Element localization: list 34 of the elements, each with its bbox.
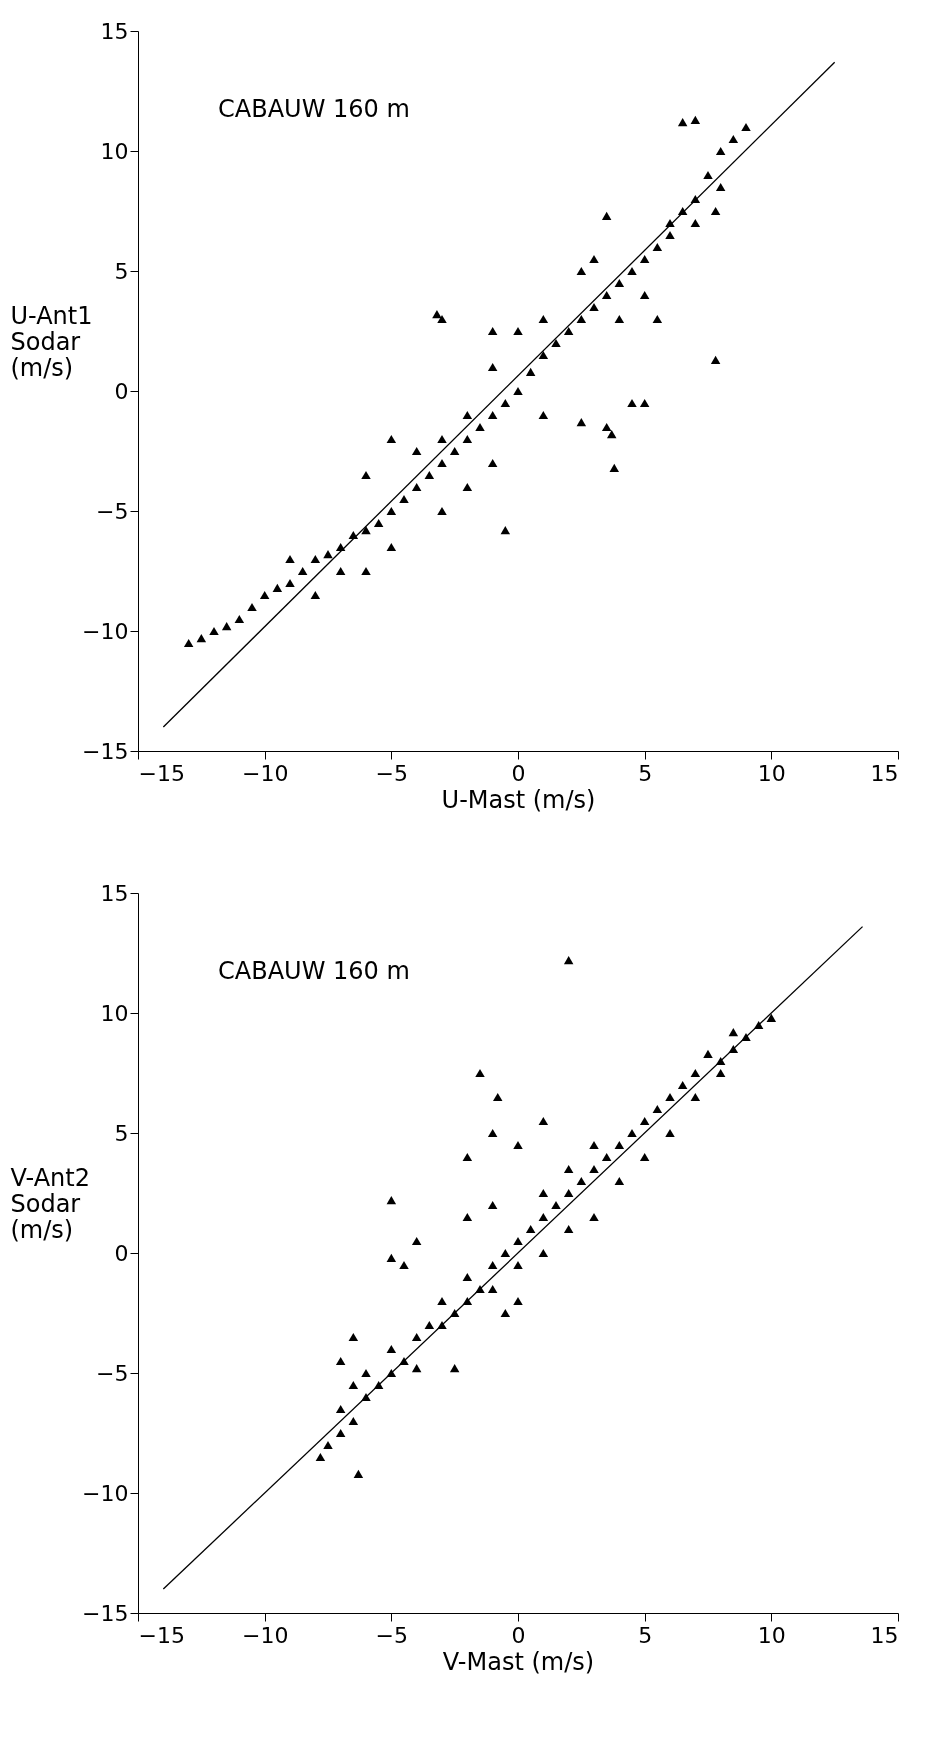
y-tick-label: −5 — [96, 498, 129, 524]
annotation: CABAUW 160 m — [218, 95, 410, 124]
x-tick-label: 0 — [511, 760, 526, 786]
y-axis-title: V-Ant2 Sodar (m/s) — [10, 1164, 90, 1245]
x-tick-label: −15 — [138, 760, 185, 786]
y-tick-label: −10 — [82, 618, 129, 644]
y-tick-label: 0 — [114, 378, 129, 404]
y-tick-label: 5 — [114, 258, 129, 284]
y-tick-label: −15 — [82, 1600, 129, 1626]
y-tick-label: 0 — [114, 1240, 129, 1266]
y-tick-label: 15 — [100, 18, 129, 44]
x-tick-label: −10 — [241, 1622, 289, 1648]
x-tick-label: 0 — [511, 1622, 526, 1648]
y-tick-label: 15 — [100, 880, 129, 906]
x-axis-title: U-Mast (m/s) — [441, 785, 596, 814]
y-tick-label: −5 — [96, 1360, 129, 1386]
x-tick-label: 15 — [870, 760, 899, 786]
y-tick-label: 10 — [100, 138, 129, 164]
y-tick-label: −10 — [82, 1480, 129, 1506]
x-tick-label: −10 — [241, 760, 289, 786]
x-tick-label: −5 — [375, 1622, 409, 1648]
x-tick-label: 5 — [638, 760, 653, 786]
y-tick-label: 5 — [114, 1120, 129, 1146]
x-tick-label: −15 — [138, 1622, 185, 1648]
x-tick-label: 10 — [757, 1622, 786, 1648]
y-tick-label: −15 — [82, 738, 129, 764]
x-tick-label: 5 — [638, 1622, 653, 1648]
y-axis-title: U-Ant1 Sodar (m/s) — [10, 302, 93, 383]
y-tick-label: 10 — [100, 1000, 129, 1026]
x-tick-label: 10 — [757, 760, 786, 786]
x-tick-label: 15 — [870, 1622, 899, 1648]
annotation: CABAUW 160 m — [218, 957, 410, 986]
x-tick-label: −5 — [375, 760, 409, 786]
x-axis-title: V-Mast (m/s) — [442, 1647, 595, 1676]
